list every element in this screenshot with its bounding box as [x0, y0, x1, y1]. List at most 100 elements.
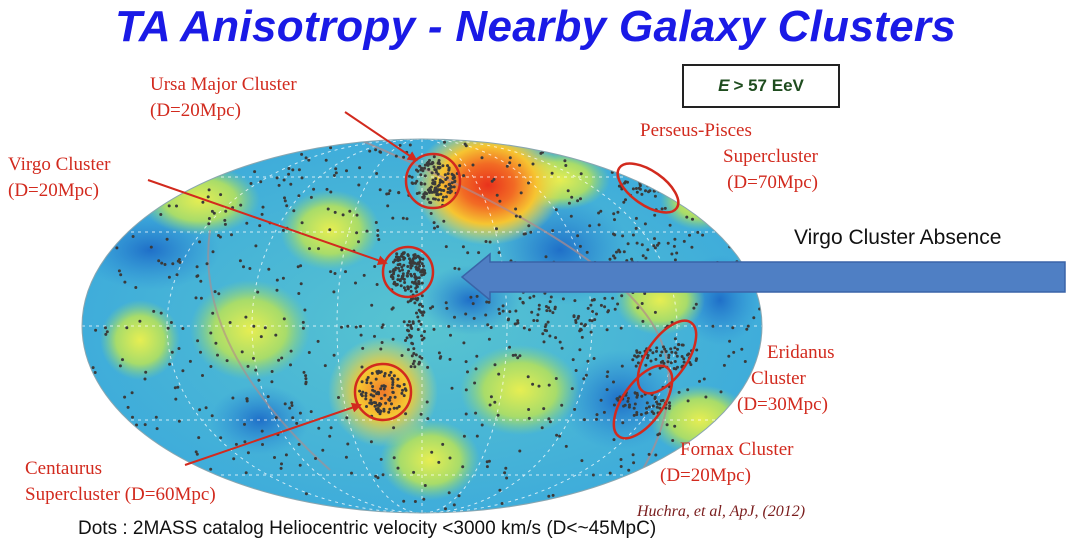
catalog-dot [308, 247, 311, 251]
catalog-dot [404, 412, 408, 416]
catalog-dot [450, 386, 454, 390]
catalog-dot [325, 187, 329, 191]
catalog-dot [528, 296, 532, 300]
catalog-dot [256, 290, 260, 294]
catalog-dot [401, 388, 404, 392]
catalog-dot [425, 192, 429, 196]
catalog-dot [433, 197, 437, 201]
catalog-dot [667, 353, 671, 357]
catalog-dot [404, 339, 407, 342]
catalog-dot [408, 143, 412, 147]
catalog-dot [505, 164, 509, 168]
catalog-dot [406, 285, 410, 289]
catalog-dot [219, 193, 223, 197]
catalog-dot [511, 353, 515, 357]
catalog-dot [248, 267, 252, 270]
catalog-dot [635, 241, 639, 245]
catalog-dot [570, 195, 574, 199]
catalog-dot [396, 466, 400, 470]
catalog-dot [480, 423, 484, 427]
catalog-dot [631, 187, 635, 191]
catalog-dot [682, 239, 686, 243]
catalog-dot [518, 297, 522, 301]
catalog-dot [300, 152, 304, 156]
catalog-dot [297, 442, 301, 446]
catalog-dot [474, 367, 478, 371]
catalog-dot [635, 395, 639, 399]
catalog-dot [328, 228, 332, 232]
catalog-dot [653, 395, 657, 399]
catalog-dot [397, 405, 401, 408]
catalog-dot [303, 308, 307, 312]
catalog-dot [553, 307, 557, 311]
catalog-dot [597, 223, 601, 227]
catalog-dot [426, 188, 430, 192]
catalog-dot [168, 362, 172, 366]
catalog-dot [396, 377, 400, 381]
catalog-dot [166, 326, 170, 330]
catalog-dot [449, 189, 453, 193]
catalog-dot [199, 350, 202, 354]
catalog-dot [266, 395, 270, 399]
catalog-dot [573, 407, 577, 411]
catalog-dot [254, 244, 258, 248]
catalog-dot [655, 400, 658, 404]
catalog-dot [274, 416, 278, 420]
catalog-dot [619, 326, 623, 330]
catalog-dot [219, 436, 223, 440]
catalog-dot [398, 269, 402, 273]
catalog-dot [617, 184, 621, 188]
catalog-dot [105, 330, 109, 334]
catalog-dot [429, 188, 433, 192]
catalog-dot [646, 248, 650, 252]
catalog-dot [289, 363, 292, 367]
catalog-dot [526, 375, 530, 379]
catalog-dot [648, 372, 652, 376]
catalog-dot [593, 318, 597, 322]
catalog-dot [412, 359, 416, 363]
catalog-dot [238, 259, 242, 263]
catalog-dot [401, 268, 404, 272]
catalog-dot [664, 406, 668, 410]
catalog-dot [376, 229, 380, 232]
catalog-dot [438, 356, 442, 360]
catalog-dot [722, 363, 726, 367]
catalog-dot [487, 459, 491, 463]
catalog-dot [500, 502, 504, 505]
catalog-dot [418, 302, 422, 306]
catalog-dot [541, 332, 545, 336]
catalog-dot [498, 199, 502, 203]
catalog-dot [420, 281, 424, 285]
catalog-dot [564, 164, 568, 167]
catalog-dot [402, 320, 406, 324]
catalog-dot [350, 471, 353, 475]
catalog-dot [157, 259, 161, 263]
catalog-dot [295, 421, 299, 425]
catalog-dot [274, 333, 278, 337]
catalog-dot [647, 405, 651, 409]
catalog-dot [167, 275, 171, 279]
catalog-dot [438, 181, 442, 184]
catalog-dot [606, 310, 610, 314]
catalog-dot [346, 324, 350, 328]
eridanus-ellipse [636, 319, 698, 395]
catalog-dot [537, 303, 541, 307]
catalog-dot [374, 148, 378, 152]
catalog-dot [498, 312, 502, 315]
catalog-dot [171, 262, 175, 266]
catalog-dot [391, 383, 395, 387]
catalog-dot [578, 244, 582, 248]
catalog-dot [558, 340, 562, 344]
catalog-dot [309, 410, 313, 414]
catalog-dot [432, 221, 436, 225]
catalog-dot [501, 304, 505, 308]
catalog-dot [282, 317, 286, 321]
catalog-dot [626, 399, 630, 403]
catalog-dot [514, 207, 518, 211]
catalog-dot [374, 474, 378, 478]
catalog-dot [452, 185, 456, 189]
catalog-dot [680, 355, 684, 358]
catalog-dot [245, 221, 249, 225]
catalog-dot [253, 170, 257, 174]
catalog-dot [514, 322, 518, 326]
